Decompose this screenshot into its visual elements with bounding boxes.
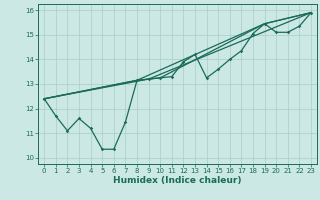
X-axis label: Humidex (Indice chaleur): Humidex (Indice chaleur) bbox=[113, 176, 242, 185]
